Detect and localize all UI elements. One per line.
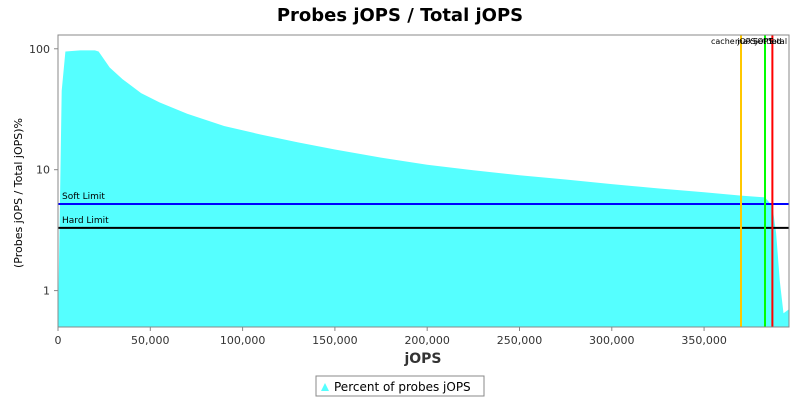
horizontal-limit-label-1: Hard Limit — [62, 216, 109, 226]
y-tick-label-2: 100 — [29, 43, 50, 56]
vertical-marker-label-3: Total — [767, 37, 787, 46]
y-tick-label-1: 10 — [36, 164, 50, 177]
horizontal-limit-label-0: Soft Limit — [62, 192, 105, 202]
plot-area — [58, 35, 789, 328]
x-tick-label-2: 100,000 — [220, 334, 266, 347]
area-series-0 — [58, 50, 789, 328]
vertical-marker-label-2: Settled — [753, 37, 782, 46]
y-tick-label-0: 1 — [43, 285, 50, 298]
x-axis-title: jOPS — [403, 351, 441, 367]
x-tick-label-3: 150,000 — [312, 334, 358, 347]
x-tick-label-4: 200,000 — [404, 334, 450, 347]
legend-item-label: Percent of probes jOPS — [334, 380, 471, 394]
vertical-marker-label-1: max jOPS — [735, 37, 773, 46]
x-tick-label-1: 50,000 — [131, 334, 170, 347]
y-axis-title: (Probes jOPS / Total jOPS)% — [12, 118, 25, 268]
legend-box — [315, 375, 485, 397]
chart-title: Probes jOPS / Total jOPS — [277, 5, 523, 26]
axes: 0 50,000 100,000 150,000 200,000 250,000 300,0… — [29, 34, 790, 347]
x-tick-label-0: 0 — [55, 334, 62, 347]
x-tick-label-6: 300,000 — [589, 334, 635, 347]
legend: Percent of probes jOPS — [315, 375, 485, 397]
plot-border — [57, 34, 790, 328]
vertical-marker-label-0: cache jOPS — [711, 37, 756, 46]
legend-swatch-icon — [321, 383, 329, 391]
x-tick-label-5: 250,000 — [497, 334, 543, 347]
x-tick-label-7: 350,000 — [681, 334, 727, 347]
